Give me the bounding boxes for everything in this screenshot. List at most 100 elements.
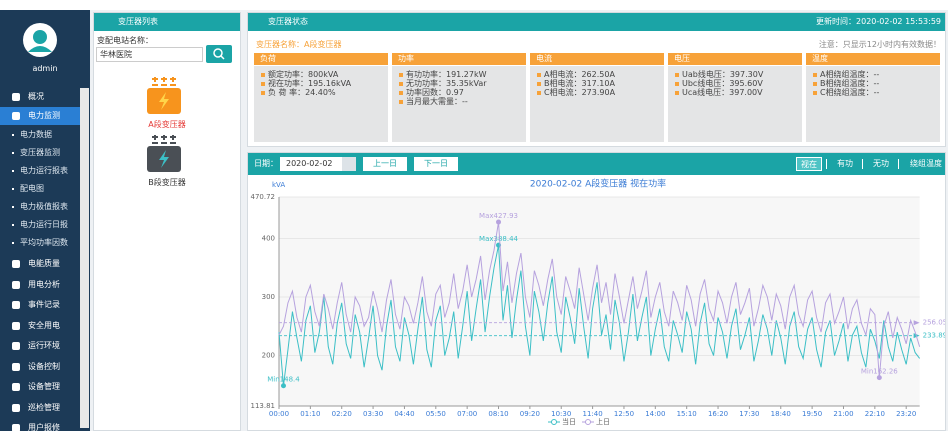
mark-point-label: Min162.26 [861, 368, 898, 376]
x-tick-label: 02:20 [332, 410, 352, 418]
submenu-item[interactable]: 电力运行报表 [0, 162, 80, 180]
card-bullet [261, 91, 265, 95]
menu-label: 电力监测 [28, 111, 60, 121]
calendar-icon[interactable] [342, 157, 356, 171]
scrollbar [80, 88, 89, 428]
next-button[interactable]: 下一日 [414, 157, 458, 171]
tab[interactable]: 有功 [832, 157, 858, 171]
prev-button[interactable]: 上一日 [363, 157, 407, 171]
sidebar: admin 概况电力监测电力数据变压器监测电力运行报表配电图电力极值报表电力运行… [0, 10, 90, 431]
x-tick-label: 01:10 [300, 410, 320, 418]
tab[interactable]: 绕组温度 [904, 157, 948, 171]
x-tick-label: 18:40 [771, 410, 791, 418]
menu-item[interactable]: 电能质量 [0, 254, 80, 274]
transformer-label[interactable]: B段变压器 [94, 178, 240, 188]
transformer-icon[interactable] [146, 135, 182, 175]
menu-icon [12, 93, 20, 101]
panel-title: 变压器状态 [268, 17, 308, 27]
x-tick-label: 10:30 [551, 410, 571, 418]
mark-point-label: Max427.93 [479, 212, 518, 220]
menu-label: 事件记录 [28, 300, 60, 310]
card-line: C相绕组温度：-- [820, 88, 879, 98]
card-line: 负 荷 率：24.40% [268, 88, 336, 98]
menu-item[interactable]: 运行环境 [0, 336, 80, 356]
card-bullet [399, 91, 403, 95]
tab-separator [898, 159, 903, 169]
menu-item[interactable]: 电力监测 [0, 107, 80, 125]
submenu-item[interactable]: 平均功率因数 [0, 234, 80, 252]
menu-item[interactable]: 安全用电 [0, 316, 80, 336]
legend-label: 上日 [596, 417, 610, 426]
submenu-label: 电力极值报表 [20, 202, 68, 212]
card-line: C相电流：273.90A [544, 88, 615, 98]
submenu-item[interactable]: 配电图 [0, 180, 80, 198]
x-tick-label: 12:50 [614, 410, 634, 418]
x-tick-label: 14:00 [645, 410, 665, 418]
y-tick-label: 300 [262, 293, 275, 301]
transformer-icon[interactable] [146, 77, 182, 117]
submenu-label: 配电图 [20, 184, 44, 194]
tab[interactable]: 视在 [796, 157, 822, 171]
menu-label: 用电分析 [28, 280, 60, 290]
search-button[interactable] [206, 45, 232, 63]
average-label: 256.05 [923, 319, 945, 327]
submenu-item[interactable]: 变压器监测 [0, 144, 80, 162]
chart: 2020-02-02 A段变压器 视在功率 kVA 113.8120030040… [248, 175, 945, 430]
menu-item[interactable]: 用户报修 [0, 418, 80, 431]
x-tick-label: 15:10 [677, 410, 697, 418]
x-tick-label: 03:30 [363, 410, 383, 418]
x-tick-label: 08:10 [488, 410, 508, 418]
x-tick-label: 07:00 [457, 410, 477, 418]
submenu-item[interactable]: 电力运行日报 [0, 216, 80, 234]
search-input[interactable]: 华林医院 [96, 47, 203, 62]
card-bullet [537, 82, 541, 86]
menu-item[interactable]: 概况 [0, 88, 80, 106]
mark-point [877, 375, 882, 380]
update-time: 更新时间：2020-02-02 15:53:59 [816, 17, 941, 27]
transformer-label[interactable]: A段变压器 [94, 120, 240, 130]
toolbar: 日期： 2020-02-02 上一日 下一日 视在有功无功绕组温度 [248, 153, 945, 175]
menu-icon [12, 342, 20, 350]
next-label: 下一日 [414, 159, 458, 169]
card-line: Uca线电压：397.00V [682, 88, 763, 98]
tab[interactable]: 无功 [868, 157, 894, 171]
card-bullet [813, 73, 817, 77]
menu-item[interactable]: 事件记录 [0, 295, 80, 315]
x-tick-label: 22:10 [865, 410, 885, 418]
tab-separator [826, 159, 831, 169]
user-name: admin [0, 64, 90, 74]
card-bullet [537, 91, 541, 95]
card-bullet [675, 82, 679, 86]
menu-icon [12, 260, 20, 268]
x-tick-label: 17:30 [739, 410, 759, 418]
menu-label: 安全用电 [28, 321, 60, 331]
date-value: 2020-02-02 [286, 159, 333, 169]
menu-item[interactable]: 用电分析 [0, 275, 80, 295]
submenu-dot [12, 224, 14, 226]
date-input[interactable]: 2020-02-02 [280, 157, 356, 171]
submenu-dot [12, 242, 14, 244]
menu-icon [12, 383, 20, 391]
y-axis-label: kVA [272, 181, 285, 189]
y-tick-label: 200 [262, 352, 275, 360]
mark-point [496, 220, 501, 225]
x-tick-label: 21:00 [833, 410, 853, 418]
card-bullet [399, 73, 403, 77]
card-title: 功率 [398, 54, 414, 64]
submenu-label: 电力数据 [20, 130, 52, 140]
card-bullet [261, 82, 265, 86]
menu-label: 用户报修 [28, 423, 60, 431]
menu-item[interactable]: 设备管理 [0, 377, 80, 397]
menu-item[interactable]: 巡检管理 [0, 398, 80, 418]
card-title: 电流 [536, 54, 552, 64]
submenu-item[interactable]: 电力数据 [0, 126, 80, 144]
menu-item[interactable]: 设备控制 [0, 357, 80, 377]
menu-icon [12, 281, 20, 289]
avatar [22, 22, 58, 58]
search-label: 变配电站名称： [97, 36, 153, 46]
legend-label: 当日 [562, 417, 576, 426]
prev-label: 上一日 [363, 159, 407, 169]
submenu-item[interactable]: 电力极值报表 [0, 198, 80, 216]
menu-label: 概况 [28, 92, 44, 102]
card-bullet [813, 91, 817, 95]
